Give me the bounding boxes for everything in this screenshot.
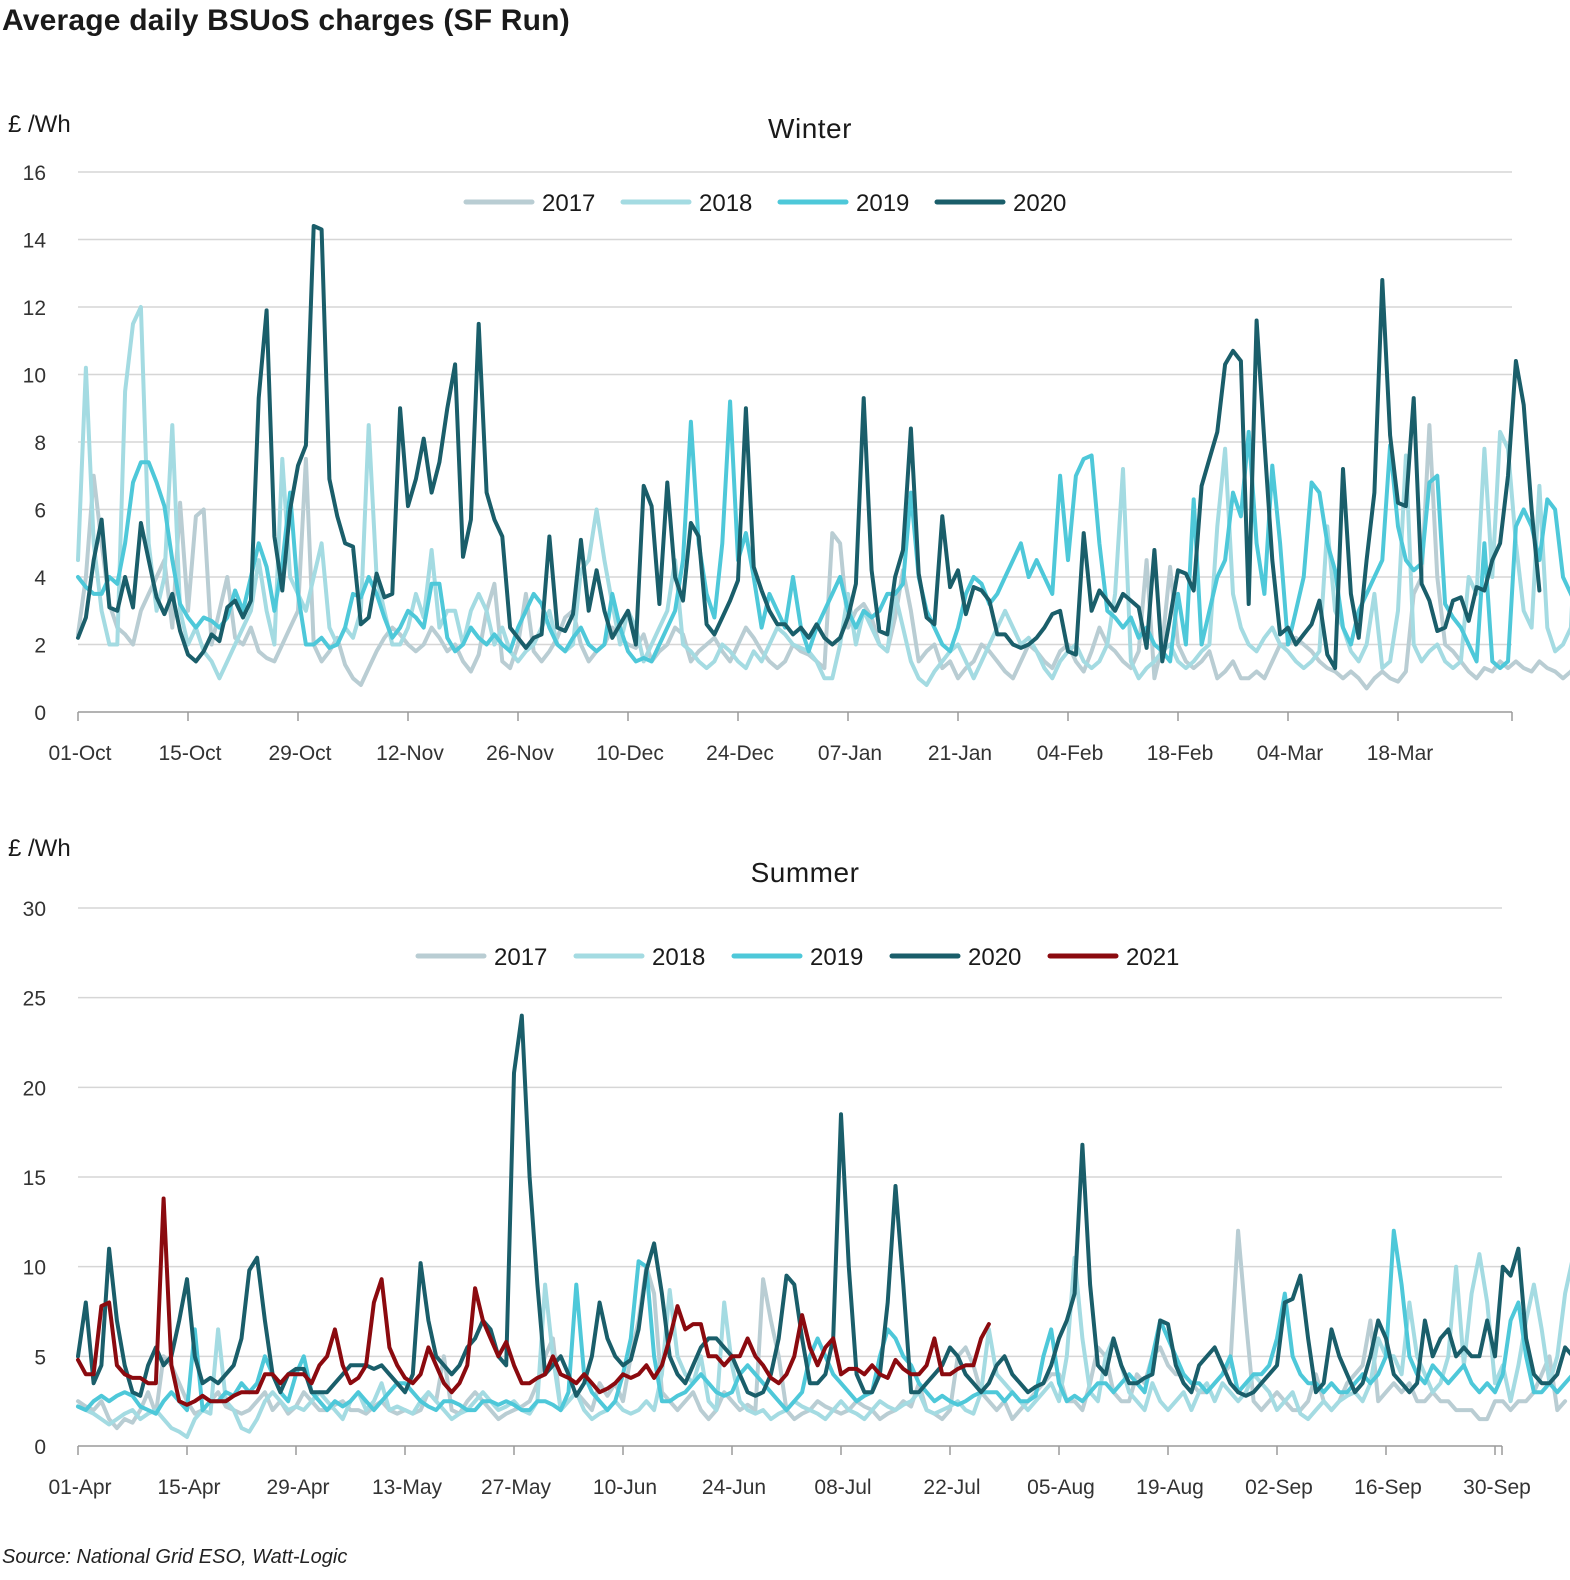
summer-legend-label-2019: 2019 — [810, 944, 863, 971]
summer-series-2020 — [76, 1013, 1570, 1398]
winter-ytick-label: 10 — [23, 365, 46, 388]
summer-ytick-label: 25 — [23, 988, 46, 1011]
summer-xtick-label: 10-Jun — [593, 1476, 657, 1499]
winter-xtick-label: 18-Mar — [1367, 742, 1434, 765]
summer-series-2019 — [76, 1228, 1570, 1416]
summer-ytick-label: 15 — [23, 1167, 46, 1190]
summer-series-2018 — [76, 1252, 1570, 1439]
summer-xtick-label: 19-Aug — [1136, 1476, 1204, 1499]
winter-ytick-label: 6 — [34, 500, 46, 523]
summer-xtick-label: 15-Apr — [157, 1476, 220, 1499]
winter-xtick-label: 21-Jan — [928, 742, 992, 765]
winter-ylabel: £ /Wh — [8, 111, 71, 138]
winter-ytick-label: 16 — [23, 162, 46, 185]
winter-legend-label-2018: 2018 — [699, 190, 752, 217]
winter-xtick-label: 24-Dec — [706, 742, 774, 765]
summer-ytick-label: 10 — [23, 1257, 46, 1280]
summer-xtick-label: 30-Sep — [1463, 1476, 1531, 1499]
summer-title: Summer — [751, 857, 860, 888]
winter-legend-label-2019: 2019 — [856, 190, 909, 217]
summer-xtick-label: 22-Jul — [923, 1476, 980, 1499]
winter-ytick-label: 0 — [34, 702, 46, 725]
summer-xtick-label: 29-Apr — [266, 1476, 329, 1499]
winter-title: Winter — [768, 113, 852, 144]
winter-ytick-label: 12 — [23, 297, 46, 320]
summer-ytick-label: 30 — [23, 898, 46, 921]
summer-xtick-label: 16-Sep — [1354, 1476, 1422, 1499]
summer-xtick-label: 13-May — [372, 1476, 443, 1499]
summer-ytick-label: 20 — [23, 1077, 46, 1100]
winter-xtick-label: 26-Nov — [486, 742, 554, 765]
winter-legend-label-2020: 2020 — [1013, 190, 1066, 217]
winter-ytick-label: 2 — [34, 635, 46, 658]
summer-ytick-label: 5 — [34, 1346, 46, 1369]
summer-ylabel: £ /Wh — [8, 835, 71, 862]
summer-xtick-label: 24-Jun — [702, 1476, 766, 1499]
summer-panel: £ /Wh Summer 0 5 10 15 20 25 30 01-Apr 15-Apr 29-Ap… — [8, 835, 1570, 1499]
winter-ytick-label: 8 — [34, 432, 46, 455]
summer-xtick-label: 08-Jul — [814, 1476, 871, 1499]
summer-legend-label-2021: 2021 — [1126, 944, 1179, 971]
winter-ytick-label: 4 — [34, 567, 46, 590]
winter-series-2019 — [76, 399, 1570, 671]
winter-xtick-label: 29-Oct — [268, 742, 331, 765]
summer-legend-label-2018: 2018 — [652, 944, 705, 971]
source-note: Source: National Grid ESO, Watt-Logic — [2, 1546, 348, 1568]
winter-xtick-label: 01-Oct — [48, 742, 111, 765]
summer-xtick-label: 02-Sep — [1245, 1476, 1313, 1499]
winter-legend-label-2017: 2017 — [542, 190, 595, 217]
winter-ytick-label: 14 — [23, 230, 47, 253]
winter-series-2017 — [76, 423, 1570, 691]
summer-xtick-label: 27-May — [481, 1476, 552, 1499]
summer-series-2021 — [76, 1196, 991, 1407]
winter-xtick-label: 15-Oct — [158, 742, 221, 765]
summer-xtick-label: 01-Apr — [48, 1476, 111, 1499]
summer-legend-label-2020: 2020 — [968, 944, 1021, 971]
page-title: Average daily BSUoS charges (SF Run) — [2, 4, 570, 37]
summer-legend-label-2017: 2017 — [494, 944, 547, 971]
winter-panel: £ /Wh Winter 0 2 4 6 8 10 12 14 16 01-Oct 15-Oct 29-O… — [8, 111, 1570, 765]
winter-xtick-label: 18-Feb — [1147, 742, 1214, 765]
winter-xtick-label: 07-Jan — [818, 742, 882, 765]
winter-xtick-label: 12-Nov — [376, 742, 444, 765]
winter-series-2020 — [76, 224, 1542, 671]
summer-xtick-label: 05-Aug — [1027, 1476, 1095, 1499]
winter-xtick-label: 04-Feb — [1037, 742, 1104, 765]
summer-ytick-label: 0 — [34, 1436, 46, 1459]
winter-xtick-label: 04-Mar — [1257, 742, 1324, 765]
winter-xtick-label: 10-Dec — [596, 742, 664, 765]
